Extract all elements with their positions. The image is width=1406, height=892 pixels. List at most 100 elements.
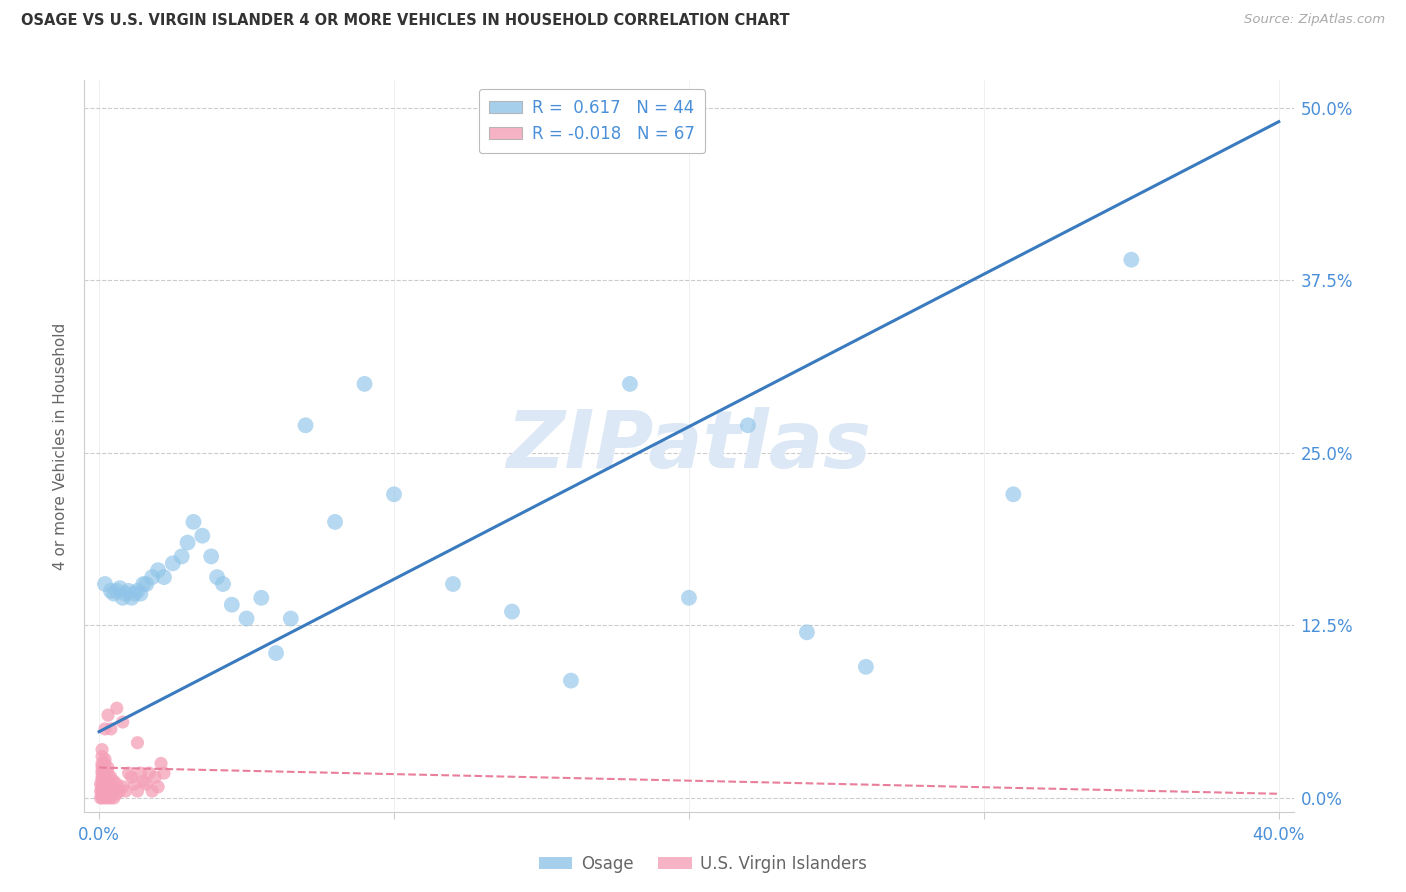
- Point: [135, 777, 157, 791]
- Point: [91, 764, 114, 778]
- Point: [97, 772, 120, 787]
- Point: [146, 780, 169, 794]
- Point: [97, 777, 120, 791]
- Point: [796, 625, 818, 640]
- Point: [103, 784, 125, 798]
- Point: [114, 587, 136, 601]
- Point: [103, 791, 125, 805]
- Point: [105, 583, 128, 598]
- Point: [91, 770, 114, 784]
- Y-axis label: 4 or more Vehicles in Household: 4 or more Vehicles in Household: [53, 322, 69, 570]
- Point: [103, 587, 125, 601]
- Point: [91, 784, 114, 798]
- Point: [132, 577, 155, 591]
- Point: [146, 563, 169, 577]
- Point: [135, 577, 157, 591]
- Text: ZIPatlas: ZIPatlas: [506, 407, 872, 485]
- Point: [94, 784, 117, 798]
- Point: [855, 660, 877, 674]
- Point: [97, 708, 120, 723]
- Point: [94, 756, 117, 771]
- Point: [117, 583, 139, 598]
- Point: [90, 791, 112, 805]
- Point: [176, 535, 198, 549]
- Point: [91, 759, 114, 773]
- Point: [619, 376, 641, 391]
- Point: [94, 577, 117, 591]
- Point: [294, 418, 316, 433]
- Point: [97, 766, 120, 780]
- Point: [141, 784, 163, 798]
- Point: [91, 777, 114, 791]
- Point: [100, 777, 122, 791]
- Point: [382, 487, 405, 501]
- Point: [94, 752, 117, 766]
- Point: [94, 772, 117, 787]
- Point: [108, 581, 131, 595]
- Point: [235, 611, 257, 625]
- Point: [221, 598, 243, 612]
- Point: [97, 760, 120, 774]
- Point: [97, 787, 120, 801]
- Point: [129, 766, 152, 780]
- Legend: R =  0.617   N = 44, R = -0.018   N = 67: R = 0.617 N = 44, R = -0.018 N = 67: [479, 88, 706, 153]
- Point: [100, 791, 122, 805]
- Point: [153, 766, 176, 780]
- Point: [91, 791, 114, 805]
- Point: [191, 529, 214, 543]
- Point: [90, 784, 112, 798]
- Point: [200, 549, 222, 564]
- Text: OSAGE VS U.S. VIRGIN ISLANDER 4 OR MORE VEHICLES IN HOUSEHOLD CORRELATION CHART: OSAGE VS U.S. VIRGIN ISLANDER 4 OR MORE …: [21, 13, 790, 29]
- Point: [105, 787, 128, 801]
- Point: [138, 766, 160, 780]
- Legend: Osage, U.S. Virgin Islanders: Osage, U.S. Virgin Islanders: [533, 848, 873, 880]
- Point: [124, 777, 146, 791]
- Point: [1002, 487, 1025, 501]
- Text: Source: ZipAtlas.com: Source: ZipAtlas.com: [1244, 13, 1385, 27]
- Point: [441, 577, 464, 591]
- Point: [97, 791, 120, 805]
- Point: [103, 774, 125, 789]
- Point: [1121, 252, 1143, 267]
- Point: [150, 756, 173, 771]
- Point: [501, 605, 523, 619]
- Point: [737, 418, 759, 433]
- Point: [212, 577, 235, 591]
- Point: [100, 583, 122, 598]
- Point: [121, 591, 143, 605]
- Point: [91, 742, 114, 756]
- Point: [94, 780, 117, 794]
- Point: [111, 591, 134, 605]
- Point: [183, 515, 205, 529]
- Point: [105, 701, 128, 715]
- Point: [111, 714, 134, 729]
- Point: [91, 772, 114, 787]
- Point: [114, 784, 136, 798]
- Point: [141, 570, 163, 584]
- Point: [91, 787, 114, 801]
- Point: [90, 777, 112, 791]
- Point: [111, 780, 134, 794]
- Point: [94, 766, 117, 780]
- Point: [678, 591, 700, 605]
- Point: [91, 766, 114, 780]
- Point: [91, 756, 114, 771]
- Point: [94, 777, 117, 791]
- Point: [105, 777, 128, 791]
- Point: [91, 749, 114, 764]
- Point: [117, 766, 139, 780]
- Point: [124, 587, 146, 601]
- Point: [170, 549, 193, 564]
- Point: [100, 770, 122, 784]
- Point: [127, 784, 149, 798]
- Point: [129, 587, 152, 601]
- Point: [100, 722, 122, 736]
- Point: [93, 764, 115, 778]
- Point: [91, 780, 114, 794]
- Point: [353, 376, 375, 391]
- Point: [264, 646, 287, 660]
- Point: [94, 791, 117, 805]
- Point: [94, 722, 117, 736]
- Point: [280, 611, 302, 625]
- Point: [94, 787, 117, 801]
